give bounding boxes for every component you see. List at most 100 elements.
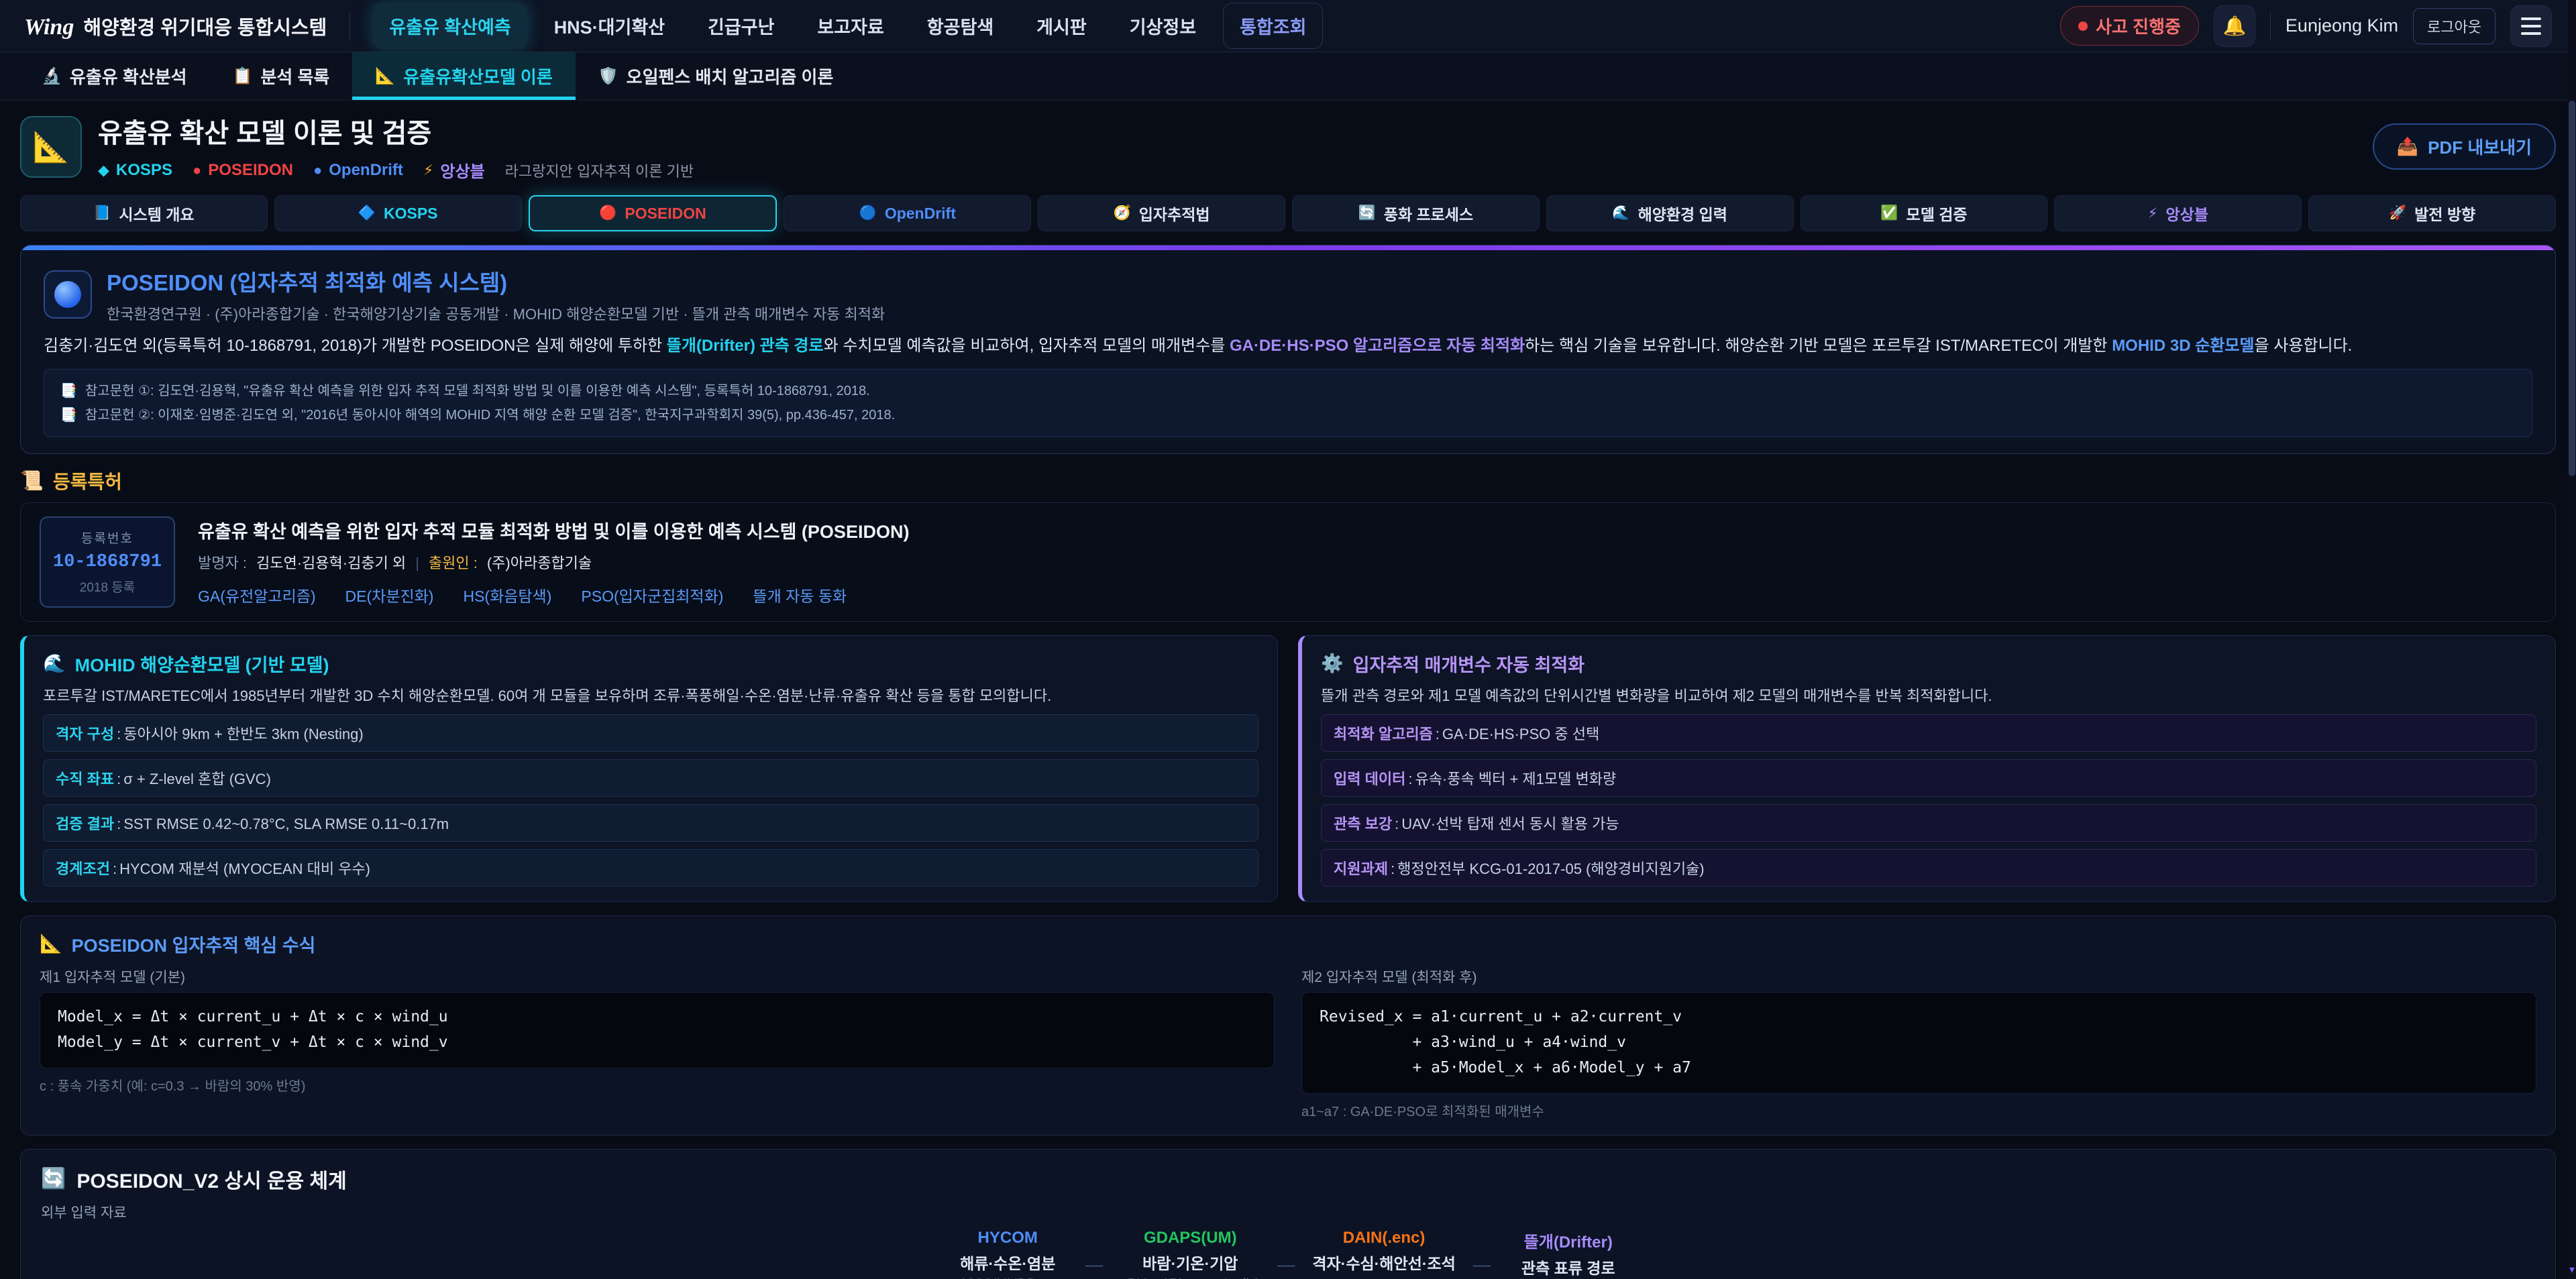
tag-hs[interactable]: HS(화음탐색) bbox=[463, 583, 551, 606]
hamburger-menu-button[interactable] bbox=[2510, 5, 2552, 47]
tab-spill-model-theory[interactable]: 📐 유출유확산모델 이론 bbox=[352, 52, 576, 100]
section-nav-opendrift[interactable]: 🔵 OpenDrift bbox=[784, 195, 1032, 231]
flow-item-dain: DAIN(.enc) 격자·수심·해안선·조석 정적 바이너리 데이터 bbox=[1312, 1228, 1456, 1272]
page-scrollbar[interactable]: ▾ bbox=[2568, 0, 2576, 1279]
section-nav-poseidon[interactable]: 🔴 POSEIDON bbox=[528, 195, 777, 231]
notification-bell-button[interactable]: 🔔 bbox=[2213, 5, 2255, 47]
tab-oil-spill-analysis[interactable]: 🔬 유출유 확산분석 bbox=[19, 52, 210, 100]
section-nav-marine-env-input[interactable]: 🌊 해양환경 입력 bbox=[1546, 195, 1794, 231]
scroll-icon: 📜 bbox=[20, 470, 44, 492]
tag-drifter-assimilation[interactable]: 뜰개 자동 동화 bbox=[753, 583, 847, 606]
mohid-model-card: 🌊 MOHID 해양순환모델 (기반 모델) 포르투갈 IST/MARETEC에… bbox=[20, 634, 1278, 902]
tab-analysis-list[interactable]: 📋 분석 목록 bbox=[210, 52, 353, 100]
formula-model2: 제2 입자추적 모델 (최적화 후) Revised_x = a1·curren… bbox=[1301, 966, 2536, 1120]
formula-section-title: 📐 POSEIDON 입자추적 핵심 수식 bbox=[40, 934, 316, 956]
section-nav-particle-tracking[interactable]: 🧭 입자추적법 bbox=[1038, 195, 1285, 231]
spec-row-validation: 검증 결과 : SST RMSE 0.42~0.78°C, SLA RMSE 0… bbox=[43, 803, 1258, 842]
references-box: 📑 참고문헌 ①: 김도연·김용혁, "유출유 확산 예측을 위한 입자 추적 … bbox=[44, 368, 2532, 437]
section-nav-model-validation[interactable]: ✅ 모델 검증 bbox=[1800, 195, 2048, 231]
formula-section: 📐 POSEIDON 입자추적 핵심 수식 제1 입자추적 모델 (기본) Mo… bbox=[20, 915, 2556, 1135]
badge-ensemble: ⚡ 앙상블 bbox=[423, 161, 485, 182]
spec-row-input-data: 입력 데이터 : 유속·풍속 벡터 + 제1모델 변화량 bbox=[1321, 759, 2536, 797]
patent-details: 유출유 확산 예측을 위한 입자 추적 모듈 최적화 방법 및 이를 이용한 예… bbox=[198, 517, 909, 606]
scrollbar-down-arrow[interactable]: ▾ bbox=[2569, 1264, 2575, 1276]
applicant-label: 출원인 : bbox=[428, 555, 478, 572]
triangle-ruler-icon: 📐 bbox=[375, 67, 396, 85]
section-nav-system-overview[interactable]: 📘 시스템 개요 bbox=[20, 195, 268, 231]
page-title-ruler-icon: 📐 bbox=[20, 115, 82, 178]
blue-circle-icon: 🔵 bbox=[859, 205, 877, 221]
topnav-item-reports[interactable]: 보고자료 bbox=[801, 3, 900, 48]
spec-row-grid: 격자 구성 : 동아시아 9km + 한반도 3km (Nesting) bbox=[43, 714, 1258, 752]
tab-bar: 🔬 유출유 확산분석 📋 분석 목록 📐 유출유확산모델 이론 🛡️ 오일펜스 … bbox=[0, 52, 2576, 101]
topnav-item-aerial-search[interactable]: 항공탐색 bbox=[911, 3, 1010, 48]
section-nav-ensemble[interactable]: ⚡ 앙상블 bbox=[2054, 195, 2302, 231]
lightning-icon: ⚡ bbox=[2147, 205, 2158, 221]
brand: Wing 해양환경 위기대응 통합시스템 bbox=[24, 12, 327, 40]
mohid-card-title: 🌊 MOHID 해양순환모델 (기반 모델) bbox=[43, 653, 329, 675]
page-title-block: 유출유 확산 모델 이론 및 검증 ◆ KOSPS ● POSEIDON ● O… bbox=[98, 111, 694, 182]
user-name: Eunjeong Kim bbox=[2285, 15, 2399, 36]
input-flow-diagram: HYCOM 해류·수온·염분 YYYYMMDD.nc — GDAPS(UM) 바… bbox=[41, 1229, 2535, 1279]
clipboard-icon: 📋 bbox=[232, 67, 253, 85]
poseidon-subtitle: 한국환경연구원 · (주)아라종합기술 · 한국해양기상기술 공동개발 · MO… bbox=[107, 306, 885, 323]
tab-label: 오일펜스 배치 알고리즘 이론 bbox=[626, 67, 834, 87]
scrollbar-thumb[interactable] bbox=[2569, 101, 2575, 476]
spec-row-project: 지원과제 : 행정안전부 KCG-01-2017-05 (해양경비지원기술) bbox=[1321, 848, 2536, 887]
patent-section: 📜 등록특허 등록번호 10-1868791 2018 등록 유출유 확산 예측… bbox=[20, 467, 2556, 622]
rocket-icon: 🚀 bbox=[2388, 205, 2407, 221]
registration-number-label: 등록번호 bbox=[81, 531, 133, 546]
microscope-icon: 🔬 bbox=[42, 67, 62, 85]
poseidon-title: POSEIDON (입자추적 최적화 예측 시스템) bbox=[107, 270, 508, 295]
pdf-export-button[interactable]: 📤 PDF 내보내기 bbox=[2372, 123, 2556, 170]
formula-model2-code: Revised_x = a1·current_u + a2·current_v … bbox=[1301, 991, 2536, 1094]
page-header: 📐 유출유 확산 모델 이론 및 검증 ◆ KOSPS ● POSEIDON ●… bbox=[20, 111, 2556, 182]
tab-label: 유출유확산모델 이론 bbox=[403, 67, 553, 87]
topnav-item-board[interactable]: 게시판 bbox=[1020, 3, 1103, 48]
highlight-drifter-path: 뜰개(Drifter) 관측 경로 bbox=[666, 337, 824, 355]
red-dot-icon: ● bbox=[192, 161, 202, 178]
lightning-icon: ⚡ bbox=[423, 161, 434, 178]
top-nav: 유출유 확산예측 HNS·대기확산 긴급구난 보고자료 항공탐색 게시판 기상정… bbox=[373, 3, 1324, 49]
badge-poseidon: ● POSEIDON bbox=[192, 160, 293, 179]
section-nav-future-direction[interactable]: 🚀 발전 방향 bbox=[2308, 195, 2556, 231]
mohid-card-description: 포르투갈 IST/MARETEC에서 1985년부터 개발한 3D 수치 해양순… bbox=[43, 687, 1052, 704]
tag-de[interactable]: DE(차분진화) bbox=[345, 583, 434, 606]
topnav-item-emergency-rescue[interactable]: 긴급구난 bbox=[692, 3, 790, 48]
wave-icon: 🌊 bbox=[1612, 205, 1630, 221]
cycle-arrows-icon: 🔄 bbox=[41, 1168, 66, 1190]
poseidon-description: 김충기·김도연 외(등록특허 10-1868791, 2018)가 개발한 PO… bbox=[44, 337, 2353, 355]
cycle-arrows-icon: 🔄 bbox=[1358, 205, 1376, 221]
badge-opendrift: ● OpenDrift bbox=[313, 160, 403, 179]
patent-meta: 발명자 : 김도연·김용혁·김충기 외 | 출원인 : (주)아라종합기술 bbox=[198, 551, 909, 573]
tab-label: 분석 목록 bbox=[260, 67, 330, 87]
model-badge-row: ◆ KOSPS ● POSEIDON ● OpenDrift ⚡ 앙상블 bbox=[98, 158, 694, 182]
section-nav-weathering-process[interactable]: 🔄 풍화 프로세스 bbox=[1291, 195, 1540, 231]
poseidon-sphere-icon bbox=[44, 270, 92, 319]
flow-connector: — bbox=[1085, 1254, 1104, 1274]
tab-oil-fence-algorithm-theory[interactable]: 🛡️ 오일펜스 배치 알고리즘 이론 bbox=[576, 52, 857, 100]
inventors: 김도연·김용혁·김충기 외 bbox=[256, 555, 407, 572]
patent-section-heading: 📜 등록특허 bbox=[20, 470, 122, 492]
spec-row-algorithm: 최적화 알고리즘 : GA·DE·HS·PSO 중 선택 bbox=[1321, 714, 2536, 752]
poseidon-panel: POSEIDON (입자추적 최적화 예측 시스템) 한국환경연구원 · (주)… bbox=[20, 245, 2556, 454]
flow-item-drifter: 뜰개(Drifter) 관측 표류 경로 GA/DE/PSO 동화용 bbox=[1521, 1233, 1615, 1277]
section-nav-kosps[interactable]: 🔷 KOSPS bbox=[274, 195, 522, 231]
model-cards-row: 🌊 MOHID 해양순환모델 (기반 모델) 포르투갈 IST/MARETEC에… bbox=[20, 634, 2556, 902]
formula-model1: 제1 입자추적 모델 (기본) Model_x = Δt × current_u… bbox=[40, 966, 1275, 1120]
logout-button[interactable]: 로그아웃 bbox=[2413, 7, 2496, 44]
topnav-item-hns-diffusion[interactable]: HNS·대기확산 bbox=[538, 3, 681, 48]
tag-ga[interactable]: GA(유전알고리즘) bbox=[198, 583, 316, 606]
tag-pso[interactable]: PSO(입자군집최적화) bbox=[581, 583, 723, 606]
top-bar: Wing 해양환경 위기대응 통합시스템 유출유 확산예측 HNS·대기확산 긴… bbox=[0, 0, 2576, 52]
bell-icon: 🔔 bbox=[2222, 15, 2247, 36]
inventor-label: 발명자 : bbox=[198, 555, 247, 572]
external-input-label: 외부 입력 자료 bbox=[41, 1205, 127, 1221]
topnav-item-weather-info[interactable]: 기상정보 bbox=[1114, 3, 1212, 48]
topnav-item-oil-spill-prediction[interactable]: 유출유 확산예측 bbox=[373, 3, 527, 48]
reference-1: 📑 참고문헌 ①: 김도연·김용혁, "유출유 확산 예측을 위한 입자 추적 … bbox=[60, 379, 2516, 403]
check-icon: ✅ bbox=[1880, 205, 1898, 221]
topnav-item-integrated-search[interactable]: 통합조회 bbox=[1223, 3, 1324, 49]
incident-dot-icon bbox=[2078, 21, 2088, 31]
optimization-card-description: 뜰개 관측 경로와 제1 모델 예측값의 단위시간별 변화량을 비교하여 제2 … bbox=[1321, 687, 1992, 704]
